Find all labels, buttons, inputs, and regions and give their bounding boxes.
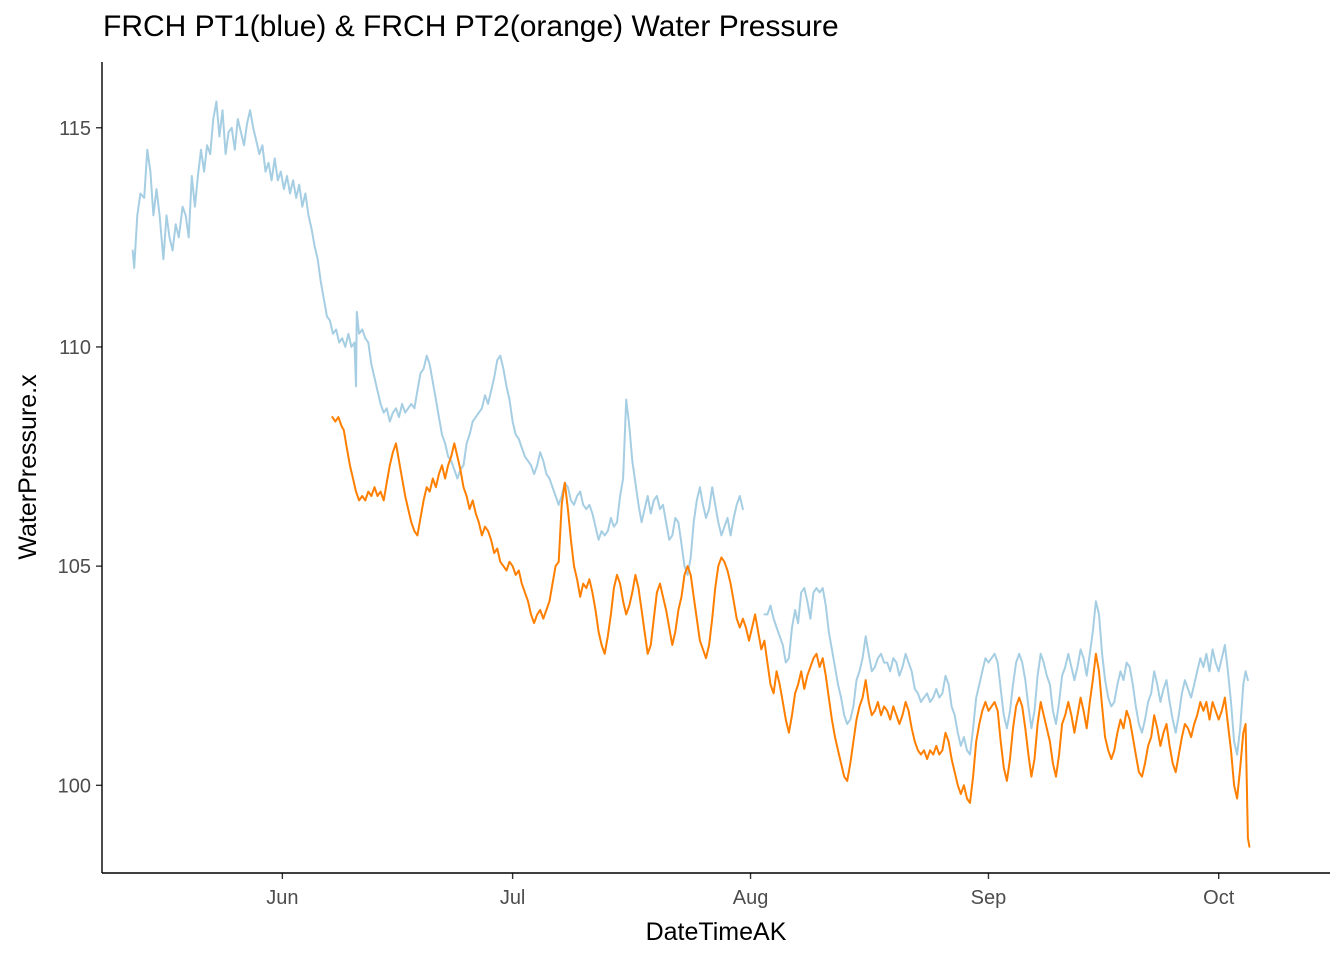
series-line-frch-pt1: [131, 100, 1249, 756]
y-axis-ticks: 100 105 110 115: [58, 118, 102, 797]
x-tick-label: Oct: [1203, 887, 1235, 909]
chart-title: FRCH PT1(blue) & FRCH PT2(orange) Water …: [103, 10, 839, 43]
x-axis-title: DateTimeAK: [646, 918, 787, 946]
y-tick-label: 100: [58, 775, 91, 797]
x-tick-label: Sep: [971, 887, 1007, 909]
y-tick-label: 105: [58, 556, 91, 578]
series-line-frch-pt2: [331, 416, 1251, 848]
y-tick-label: 115: [59, 118, 91, 140]
x-tick-label: Jul: [500, 887, 526, 909]
x-axis-ticks: Jun Jul Aug Sep Oct: [266, 873, 1235, 909]
y-axis-title: WaterPressure.x: [14, 374, 42, 560]
series-layer: [131, 100, 1251, 848]
y-tick-label: 110: [59, 337, 91, 359]
x-tick-label: Aug: [733, 887, 769, 909]
x-tick-label: Jun: [266, 887, 298, 909]
